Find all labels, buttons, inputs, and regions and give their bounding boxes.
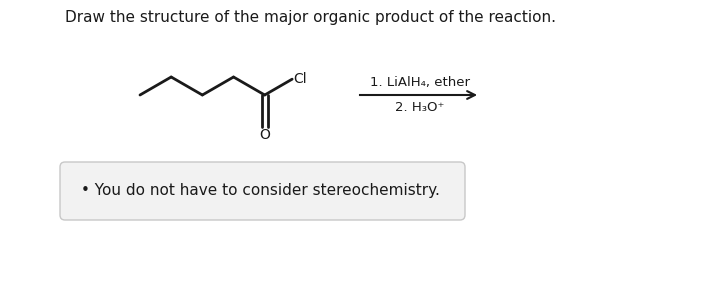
- Text: O: O: [259, 128, 270, 142]
- Text: 2. H₃O⁺: 2. H₃O⁺: [395, 101, 445, 114]
- Text: 1. LiAlH₄, ether: 1. LiAlH₄, ether: [370, 76, 470, 89]
- Text: • You do not have to consider stereochemistry.: • You do not have to consider stereochem…: [81, 184, 440, 198]
- FancyBboxPatch shape: [60, 162, 465, 220]
- Text: Cl: Cl: [293, 72, 307, 86]
- Text: Draw the structure of the major organic product of the reaction.: Draw the structure of the major organic …: [65, 10, 556, 25]
